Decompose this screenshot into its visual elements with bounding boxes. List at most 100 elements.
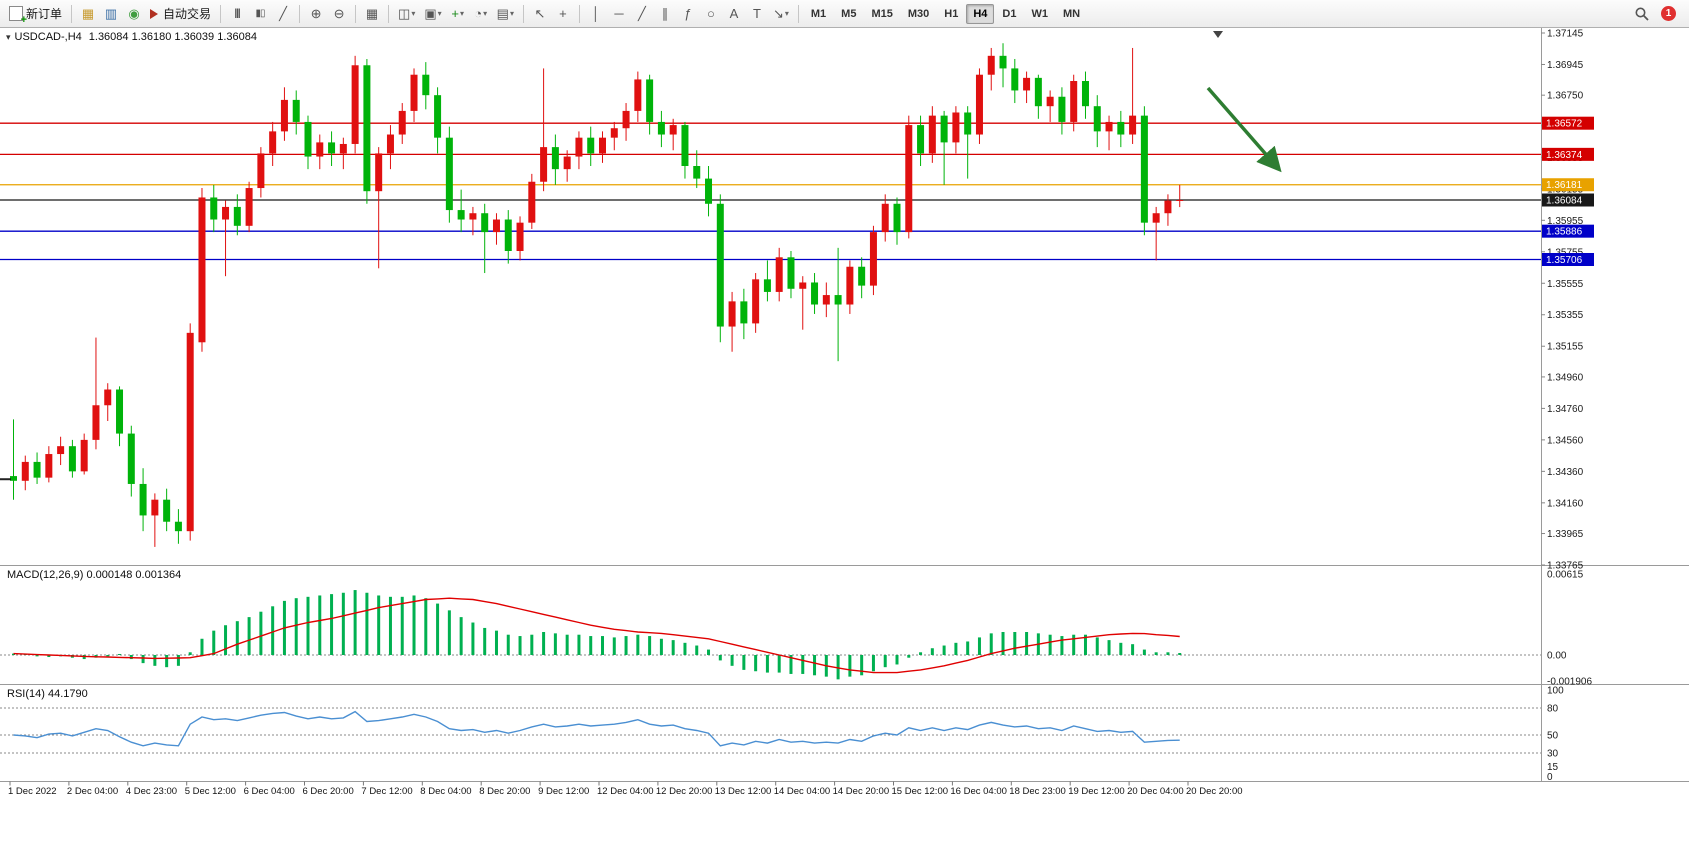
timeframe-m15[interactable]: M15 [864, 4, 899, 24]
zoom-in-button[interactable]: ⊕ [305, 3, 327, 25]
arrange-windows-button[interactable]: ◫ ▾ [394, 3, 419, 25]
svg-text:1.36084: 1.36084 [1546, 196, 1583, 207]
zoom-in-icon: ⊕ [310, 6, 322, 21]
timeframe-m30[interactable]: M30 [901, 4, 936, 24]
timeframe-mn[interactable]: MN [1056, 4, 1087, 24]
timeframe-h4[interactable]: H4 [966, 3, 995, 24]
svg-text:2 Dec 04:00: 2 Dec 04:00 [67, 786, 118, 797]
period-button[interactable]: ◔ ▾ [470, 3, 492, 25]
shapes-button[interactable]: ○ [700, 3, 722, 25]
svg-text:1.33765: 1.33765 [1547, 561, 1584, 572]
zoom-out-button[interactable]: ⊖ [328, 3, 350, 25]
line-chart-button[interactable]: ╱ [272, 3, 294, 25]
svg-text:1.36181: 1.36181 [1546, 180, 1583, 191]
toolbar: 新订单 ▦▥◉ 自动交易 |||▮▯╱⊕⊖▦◫▾▣▾+▾◔▾▤▾↖+│─╱∥ƒ○… [0, 0, 1689, 28]
timeframe-d1[interactable]: D1 [995, 4, 1023, 24]
templates-button[interactable]: ▤ ▾ [493, 3, 518, 25]
horizontal-line-button[interactable]: ─ [608, 3, 630, 25]
horizontal-lines[interactable] [0, 122, 1541, 261]
toolbar-separator [71, 4, 73, 23]
svg-text:1.34160: 1.34160 [1547, 498, 1584, 509]
svg-text:6 Dec 04:00: 6 Dec 04:00 [244, 786, 295, 797]
autotrading-button[interactable]: 自动交易 [146, 3, 215, 25]
timeframe-h1[interactable]: H1 [937, 4, 965, 24]
svg-text:-0.001906: -0.001906 [1547, 676, 1592, 687]
svg-text:1.34560: 1.34560 [1547, 435, 1584, 446]
macd-indicator-label: MACD(12,26,9) 0.000148 0.001364 [7, 569, 182, 581]
new-order-button[interactable]: 新订单 [5, 3, 66, 26]
fibonacci-icon: ƒ [684, 6, 692, 21]
toolbar-separator [299, 4, 301, 23]
channel-button[interactable]: ∥ [654, 3, 676, 25]
search-icon [1635, 7, 1649, 21]
tile-windows-button[interactable]: ▣ ▾ [420, 3, 445, 25]
notification-badge[interactable]: 1 [1661, 6, 1676, 21]
grid-button[interactable]: ▦ [361, 3, 383, 25]
svg-text:100: 100 [1547, 686, 1564, 697]
svg-text:19 Dec 12:00: 19 Dec 12:00 [1068, 786, 1125, 797]
trendline-button[interactable]: ╱ [631, 3, 653, 25]
svg-text:20 Dec 20:00: 20 Dec 20:00 [1186, 786, 1243, 797]
svg-text:1.35755: 1.35755 [1547, 247, 1584, 258]
fibonacci-button[interactable]: ƒ [677, 3, 699, 25]
svg-text:1.36572: 1.36572 [1546, 119, 1583, 130]
svg-text:12 Dec 04:00: 12 Dec 04:00 [597, 786, 654, 797]
chevron-down-icon: ▾ [459, 9, 464, 18]
indicators-button[interactable]: + ▾ [447, 3, 469, 25]
svg-text:7 Dec 12:00: 7 Dec 12:00 [361, 786, 412, 797]
toolbar-separator [388, 4, 390, 23]
bar-chart-button[interactable]: ||| [226, 3, 248, 25]
svg-text:1.36750: 1.36750 [1547, 91, 1584, 102]
svg-text:50: 50 [1547, 731, 1559, 742]
crosshair-icon: + [559, 6, 567, 21]
svg-text:1.37145: 1.37145 [1547, 29, 1584, 40]
label-button[interactable]: T [746, 3, 768, 25]
label-icon: T [752, 6, 761, 21]
cursor-icon: ↖ [534, 6, 546, 21]
svg-text:1.35955: 1.35955 [1547, 216, 1584, 227]
crosshair-button[interactable]: + [552, 3, 574, 25]
svg-text:1.36374: 1.36374 [1546, 150, 1583, 161]
autotrading-icon [150, 8, 159, 19]
chevron-down-icon: ▾ [483, 9, 488, 18]
market-watch-button[interactable]: ▥ [100, 3, 122, 25]
zoom-out-icon: ⊖ [333, 6, 345, 21]
svg-text:0.00: 0.00 [1547, 651, 1567, 662]
chart-title: ▾ USDCAD-,H4 1.36084 1.36180 1.36039 1.360… [6, 31, 257, 43]
svg-text:16 Dec 04:00: 16 Dec 04:00 [950, 786, 1007, 797]
arrows-button[interactable]: ↘ ▾ [769, 3, 793, 25]
svg-text:13 Dec 12:00: 13 Dec 12:00 [715, 786, 772, 797]
market-watch-icon: ▥ [104, 6, 118, 21]
arrange-windows-icon: ◫ [398, 6, 411, 21]
svg-text:15: 15 [1547, 762, 1559, 773]
svg-text:8 Dec 04:00: 8 Dec 04:00 [420, 786, 471, 797]
timeframe-w1[interactable]: W1 [1024, 4, 1055, 24]
svg-text:15 Dec 12:00: 15 Dec 12:00 [892, 786, 949, 797]
annotations-layer [0, 31, 1282, 481]
text-button[interactable]: A [723, 3, 745, 25]
trend-arrow-annotation[interactable] [1206, 86, 1282, 173]
charts-button[interactable]: ▦ [77, 3, 99, 25]
signals-button[interactable]: ◉ [123, 3, 145, 25]
chart-canvas[interactable]: 1.371451.369451.367501.365551.363551.361… [0, 28, 1689, 865]
svg-text:20 Dec 04:00: 20 Dec 04:00 [1127, 786, 1184, 797]
cursor-button[interactable]: ↖ [529, 3, 551, 25]
chevron-down-icon: ▾ [411, 9, 416, 18]
svg-text:1.36945: 1.36945 [1547, 60, 1584, 71]
svg-text:14 Dec 20:00: 14 Dec 20:00 [833, 786, 890, 797]
horizontal-line-icon: ─ [614, 6, 624, 21]
search-button[interactable] [1630, 3, 1654, 25]
chevron-down-icon: ▾ [437, 9, 442, 18]
symbol-dropdown-icon[interactable]: ▾ [6, 32, 11, 42]
timeframe-m5[interactable]: M5 [834, 4, 863, 24]
ohlc-values: 1.36084 1.36180 1.36039 1.36084 [88, 31, 257, 43]
date-axis: 1 Dec 2022 2 Dec 04:00 4 Dec 23:00 5 Dec 12… [8, 781, 1243, 797]
svg-text:30: 30 [1547, 749, 1559, 760]
timeframe-m1[interactable]: M1 [804, 4, 833, 24]
vertical-line-button[interactable]: │ [585, 3, 607, 25]
svg-text:1.35355: 1.35355 [1547, 310, 1584, 321]
candlestick-chart-button[interactable]: ▮▯ [249, 3, 271, 25]
svg-text:4 Dec 23:00: 4 Dec 23:00 [126, 786, 177, 797]
svg-text:80: 80 [1547, 704, 1559, 715]
text-icon: A [729, 6, 739, 21]
